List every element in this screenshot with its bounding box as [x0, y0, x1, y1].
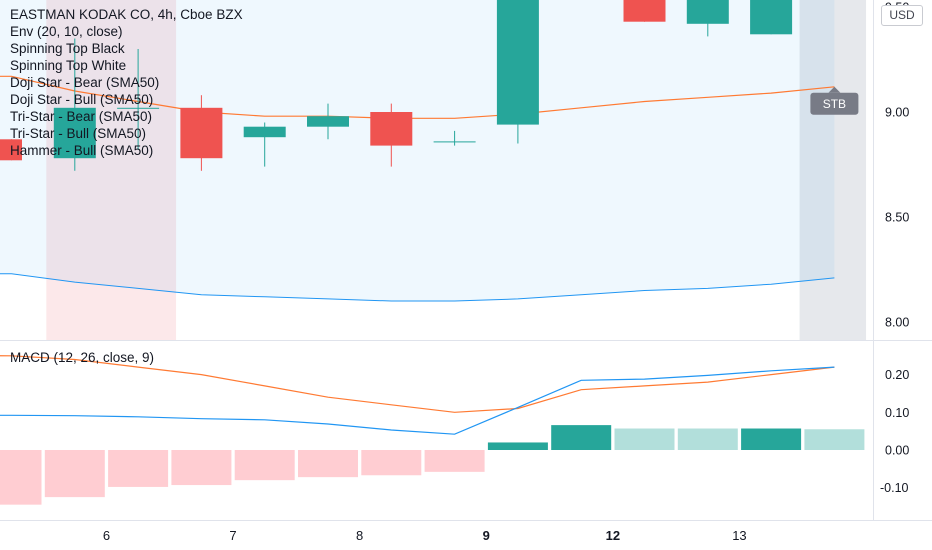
time-axis-tick: 9	[483, 528, 490, 543]
candle-body[interactable]	[370, 112, 413, 146]
main-legend: EASTMAN KODAK CO, 4h, Cboe BZX Env (20, …	[10, 6, 243, 159]
candle-body[interactable]	[686, 0, 729, 24]
envelope-lower-line	[0, 273, 835, 302]
candle-body[interactable]	[496, 0, 539, 125]
candle-body[interactable]	[243, 126, 286, 138]
pattern-highlight-band	[799, 0, 867, 340]
time-axis-tick: 7	[229, 528, 236, 543]
macd-histogram-bar[interactable]	[677, 428, 738, 450]
macd-histogram-bar[interactable]	[234, 450, 295, 481]
macd-histogram-bar[interactable]	[424, 450, 485, 472]
macd-histogram-bar[interactable]	[614, 428, 675, 450]
candle-body[interactable]	[307, 116, 349, 127]
candle-body[interactable]	[53, 107, 96, 159]
macd-histogram-bar[interactable]	[171, 450, 232, 486]
macd-histogram-bar[interactable]	[108, 450, 169, 487]
legend-tri-star-bull[interactable]: Tri-Star - Bull (SMA50)	[10, 126, 147, 141]
macd-axis-tick: 0.20	[885, 368, 909, 382]
macd-histogram-bar[interactable]	[361, 450, 422, 476]
pattern-highlight-band	[46, 0, 177, 340]
envelope-fill	[0, 0, 835, 301]
legend-hammer-bull[interactable]: Hammer - Bull (SMA50)	[10, 143, 154, 158]
time-axis-tick: 12	[606, 528, 620, 543]
macd-histogram-bar[interactable]	[298, 450, 358, 478]
legend-tri-star-bear[interactable]: Tri-Star - Bear (SMA50)	[10, 109, 153, 124]
candle-body[interactable]	[623, 0, 666, 22]
candle-body[interactable]	[117, 107, 160, 109]
candle-body[interactable]	[433, 141, 476, 143]
legend-doji-star-bull[interactable]: Doji Star - Bull (SMA50)	[10, 92, 154, 107]
macd-axis-tick: -0.10	[880, 481, 909, 495]
macd-signal-line	[0, 355, 835, 413]
currency-button[interactable]: USD	[881, 5, 923, 26]
time-axis-tick: 8	[356, 528, 363, 543]
stb-pattern-arrow	[828, 86, 841, 93]
legend-envelope[interactable]: Env (20, 10, close)	[10, 24, 123, 39]
macd-line	[0, 366, 835, 435]
stb-pattern-label: STB	[823, 97, 846, 111]
stb-pattern-badge[interactable]	[810, 92, 859, 115]
candle-body[interactable]	[0, 139, 22, 161]
macd-histogram-bar[interactable]	[0, 450, 42, 505]
price-axis-tick: 8.50	[885, 211, 909, 225]
macd-histogram-bar[interactable]	[487, 442, 548, 450]
macd-histogram-bar[interactable]	[551, 425, 612, 450]
price-axis-tick: 8.00	[885, 316, 909, 330]
legend-spinning-top-white[interactable]: Spinning Top White	[10, 58, 127, 73]
macd-histogram-bar[interactable]	[741, 428, 802, 450]
macd-histogram-bar[interactable]	[44, 450, 105, 498]
price-axis-tick: 9.00	[885, 106, 909, 120]
candle-body[interactable]	[750, 0, 793, 35]
macd-axis-tick: 0.10	[885, 406, 909, 420]
legend-spinning-top-black[interactable]: Spinning Top Black	[10, 41, 125, 56]
macd-histogram-bar[interactable]	[804, 429, 865, 450]
symbol-title[interactable]: EASTMAN KODAK CO, 4h, Cboe BZX	[10, 7, 243, 22]
time-axis-tick: 13	[732, 528, 746, 543]
legend-doji-star-bear[interactable]: Doji Star - Bear (SMA50)	[10, 75, 160, 90]
macd-axis-tick: 0.00	[885, 444, 909, 458]
candle-body[interactable]	[180, 107, 223, 159]
macd-legend[interactable]: MACD (12, 26, close, 9)	[10, 350, 155, 365]
time-axis-tick: 6	[103, 528, 110, 543]
